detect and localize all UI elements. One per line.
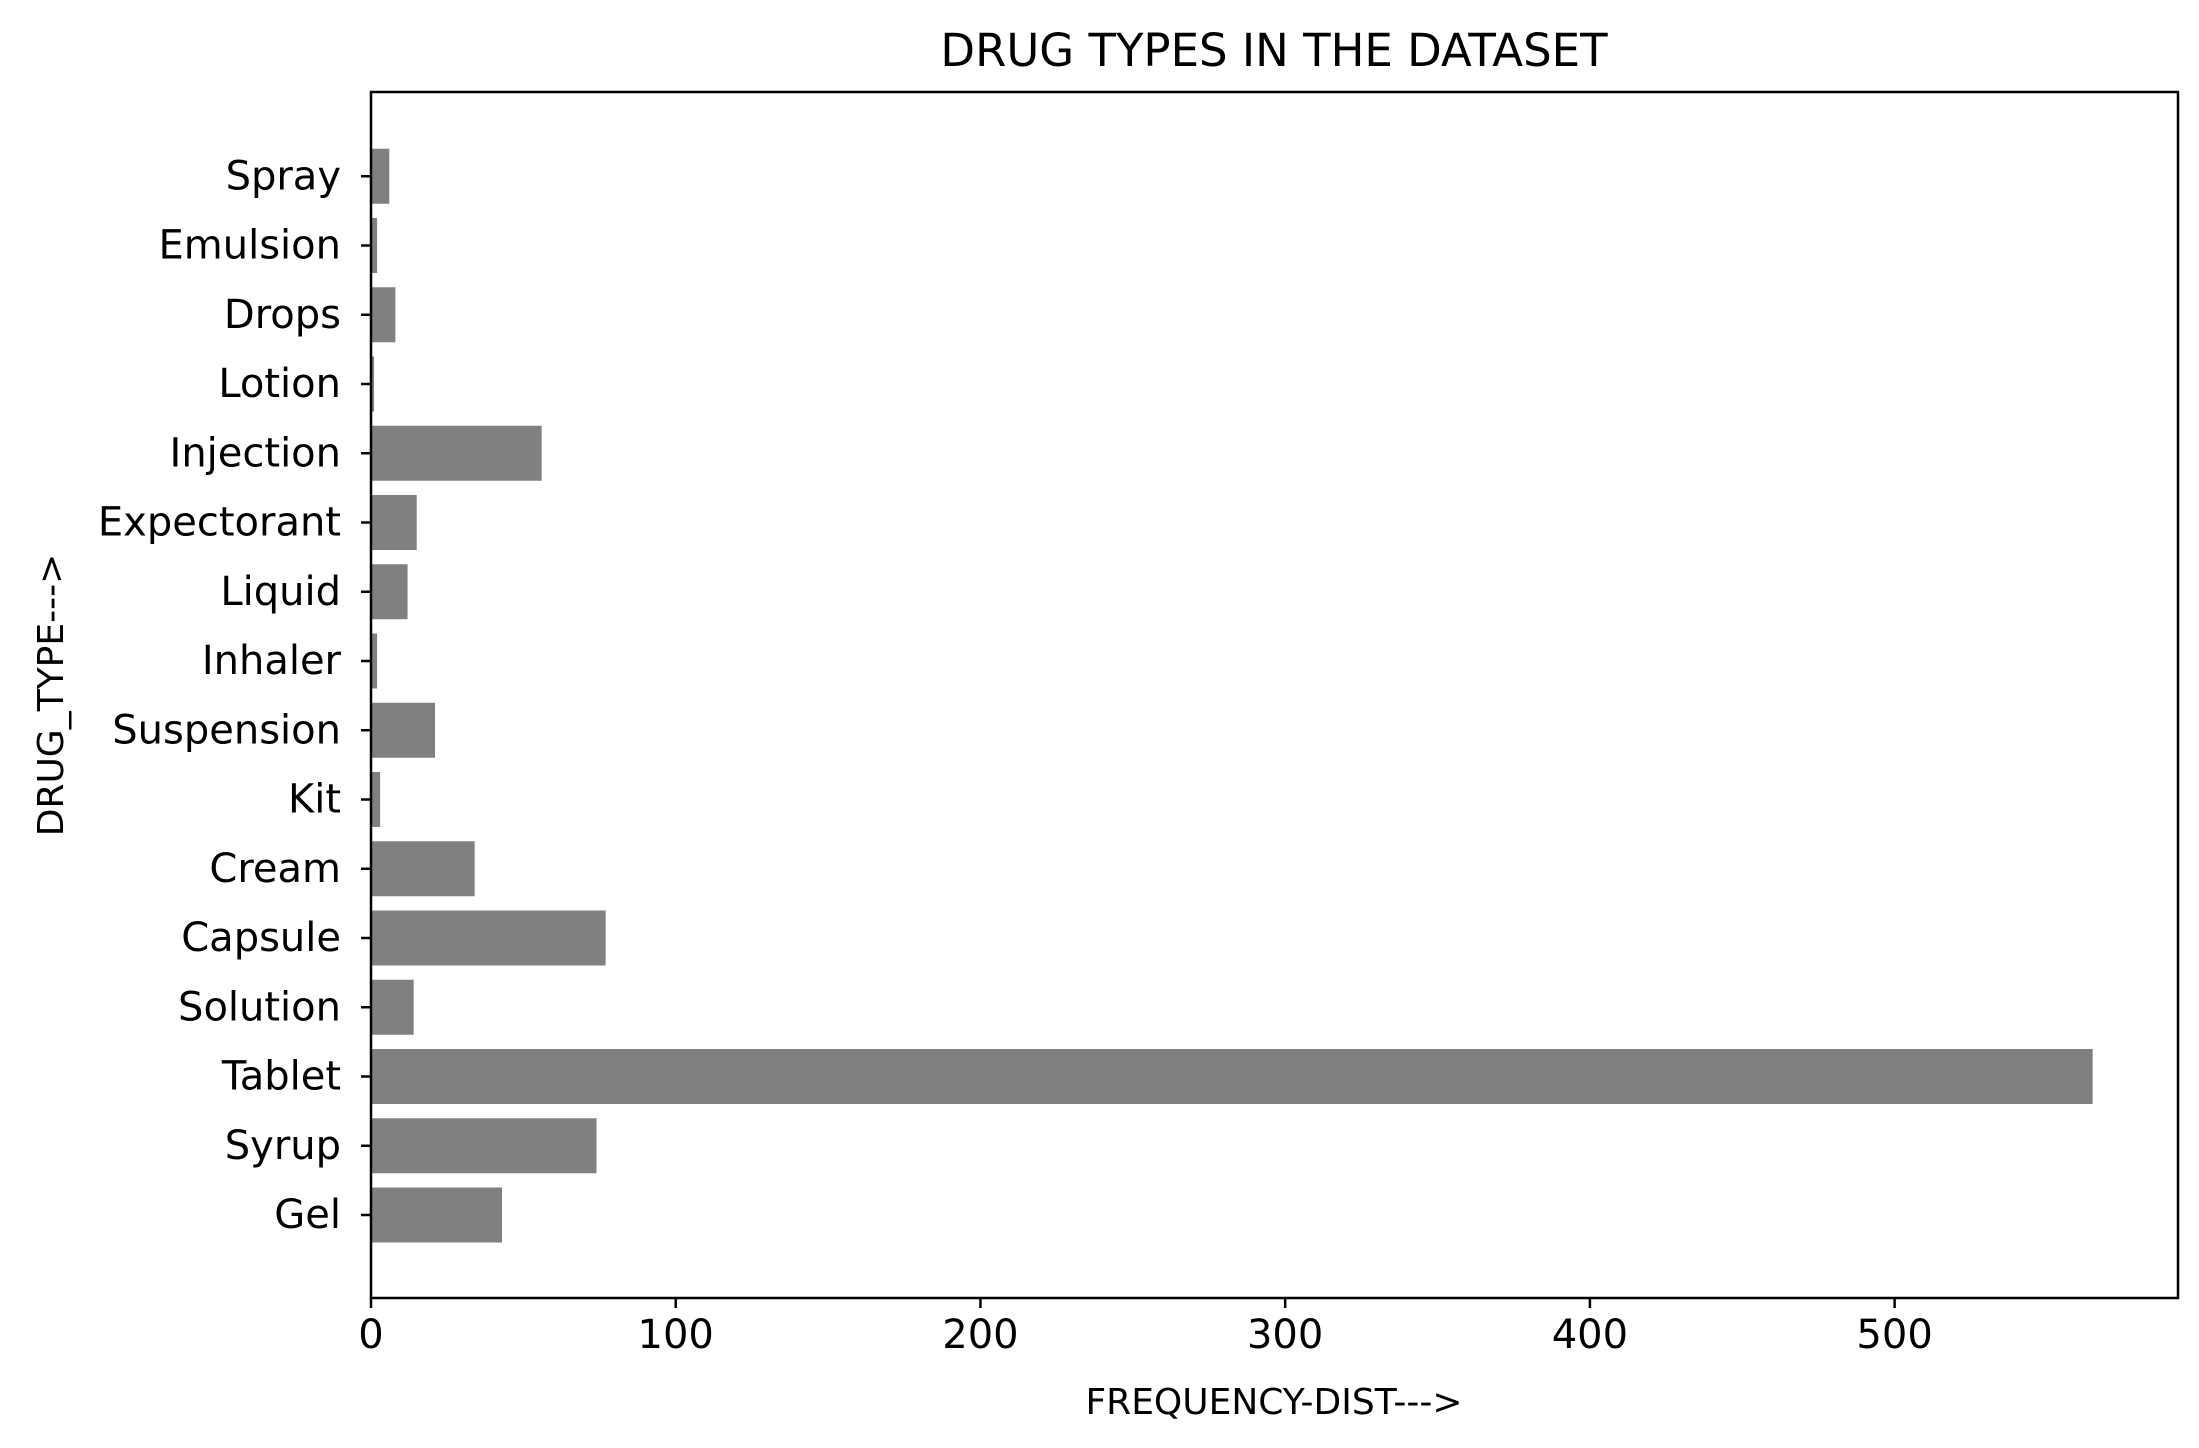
y-tick-label: Tablet [221,1054,341,1100]
plot-frame [369,90,2180,1300]
y-tick-label: Drops [224,292,341,338]
bar-kit [371,772,381,827]
y-tick-label: Capsule [181,915,341,961]
y-tick-label: Inhaler [202,638,342,684]
chart-title: DRUG TYPES IN THE DATASET [940,24,1608,77]
x-tick-label: 100 [638,1312,714,1358]
bar-solution [371,979,414,1035]
bar-capsule [371,910,606,966]
bar-tablet [371,1049,2093,1104]
bar-spray [371,148,390,204]
y-tick-label: Syrup [225,1123,341,1169]
bar-drops [371,287,396,343]
bar-expectorant [371,495,417,550]
bar-lotion [371,356,375,412]
bar-liquid [371,564,408,620]
y-tick-label: Cream [209,846,341,892]
y-tick-label: Injection [170,430,341,476]
x-tick-label: 500 [1856,1312,1932,1358]
y-axis-label: DRUG_TYPE---> [31,554,72,837]
x-axis-ticks: 0 100 200 300 400 500 [358,1298,1933,1358]
x-tick-label: 300 [1247,1312,1323,1358]
bar-gel [371,1187,503,1243]
x-tick-label: 200 [942,1312,1018,1358]
y-tick-label: Expectorant [98,500,341,546]
bars-group [371,148,2093,1243]
y-tick-label: Emulsion [159,223,341,269]
y-axis-ticks: Gel Syrup Tablet Solution Capsule Cream Kit Sus… [98,153,371,1238]
y-tick-label: Gel [274,1192,341,1238]
y-tick-label: Lotion [218,361,341,407]
y-tick-label: Solution [178,984,341,1030]
y-tick-label: Kit [288,777,341,823]
x-tick-label: 400 [1552,1312,1628,1358]
bar-emulsion [371,218,378,273]
bar-cream [371,841,475,897]
y-tick-label: Liquid [220,569,341,615]
bar-injection [371,425,542,481]
y-tick-label: Spray [226,153,341,199]
bar-suspension [371,702,435,758]
y-tick-label: Suspension [112,707,341,753]
bar-inhaler [371,633,378,689]
x-tick-label: 0 [358,1312,383,1358]
bar-syrup [371,1118,597,1174]
x-axis-label: FREQUENCY-DIST---> [1085,1382,1462,1423]
